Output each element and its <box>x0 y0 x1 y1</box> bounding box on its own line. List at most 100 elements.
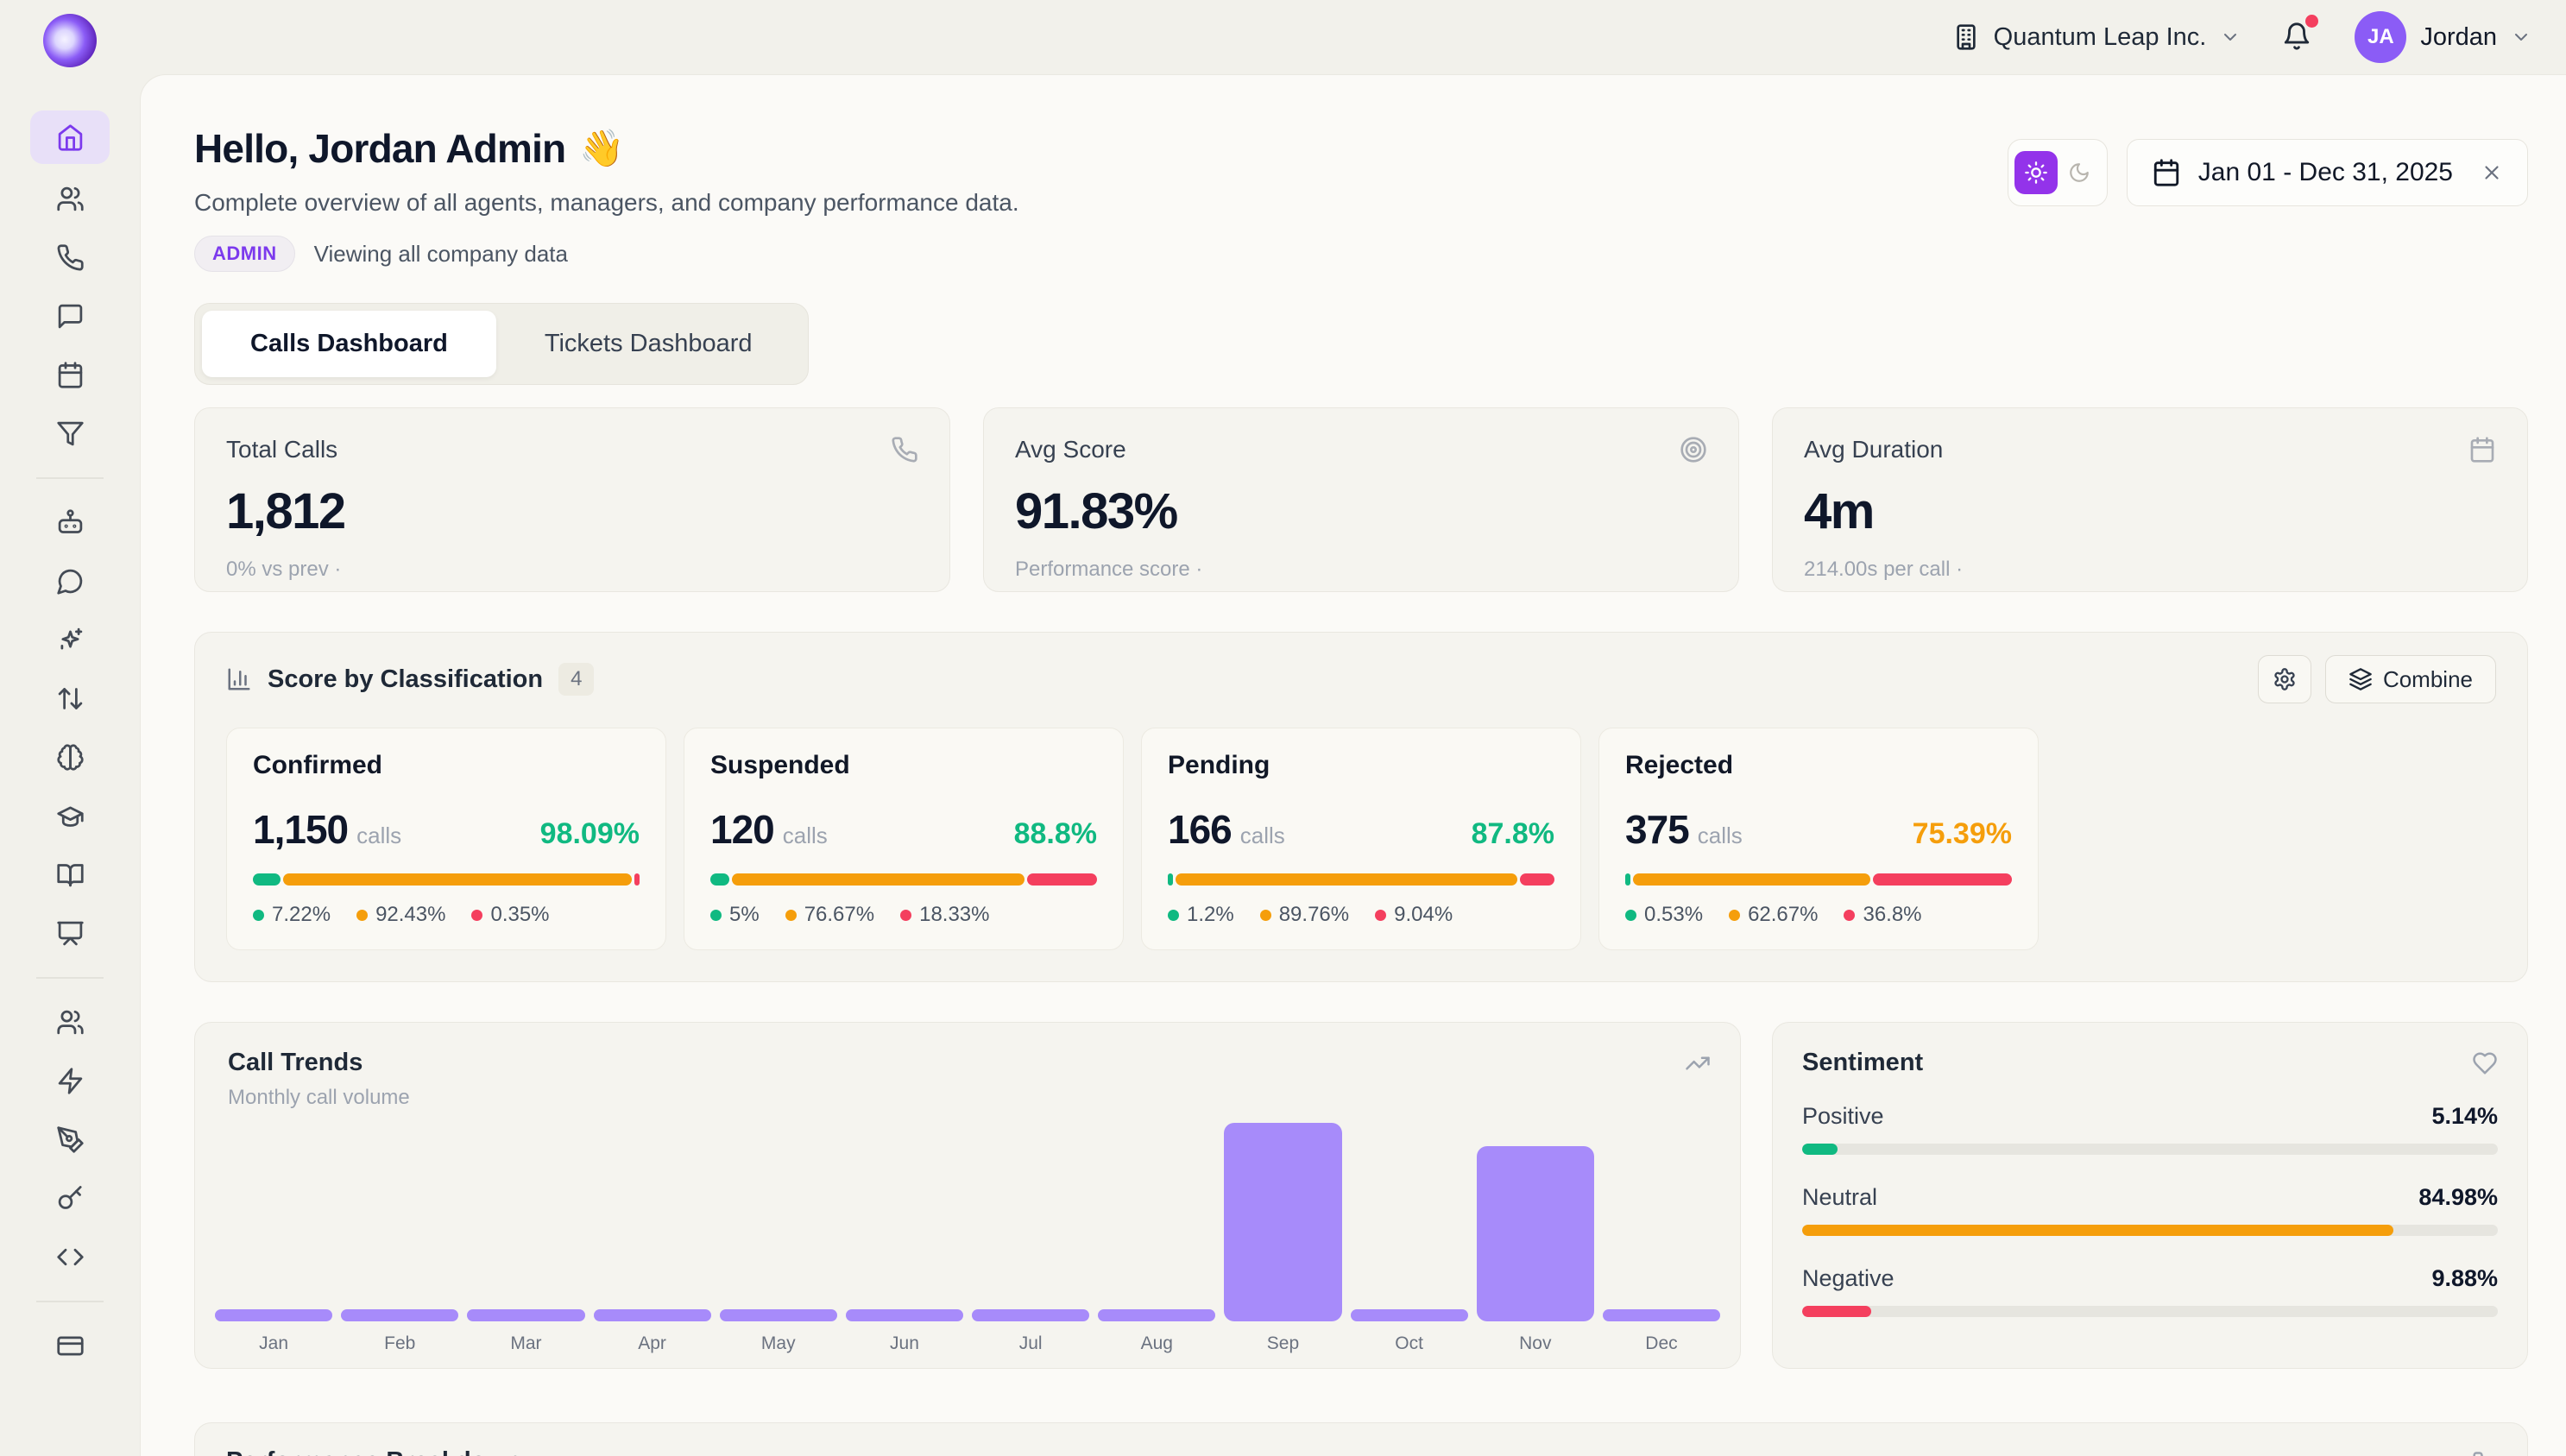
sidebar-item-message-square[interactable] <box>45 293 95 340</box>
bar-label: Nov <box>1519 1333 1551 1356</box>
segment-bar <box>710 873 1097 886</box>
segment-red <box>1520 873 1554 886</box>
chart-subtitle: Monthly call volume <box>228 1086 1707 1110</box>
bar-dec[interactable]: Dec <box>1598 1309 1724 1356</box>
filter-icon <box>56 419 85 448</box>
classification-card-pending[interactable]: Pending 166 calls 87.8% 1.2% 89.76% <box>1141 728 1581 950</box>
sidebar-item-home[interactable] <box>30 110 110 164</box>
app-logo[interactable] <box>43 14 97 67</box>
score-by-classification-section: Score by Classification 4 Combine Confir… <box>194 632 2528 982</box>
sentiment-label: Negative <box>1802 1265 1895 1292</box>
combine-button[interactable]: Combine <box>2325 655 2496 703</box>
sidebar-item-brain[interactable] <box>45 734 95 781</box>
bar-rect <box>1098 1309 1215 1321</box>
user-menu[interactable]: JA Jordan <box>2355 11 2531 63</box>
arrow-up-down-icon <box>56 684 85 713</box>
sidebar-divider <box>36 477 104 479</box>
sidebar-item-arrow-up-down[interactable] <box>45 675 95 722</box>
stat-note: 214.00s per call · <box>1804 558 2496 582</box>
chevron-down-icon <box>2511 27 2531 47</box>
count-badge: 4 <box>558 663 594 696</box>
performance-breakdown-section: Performance Breakdown Total Calls Active… <box>194 1422 2528 1456</box>
classification-card-suspended[interactable]: Suspended 120 calls 88.8% 5% 76.67% <box>684 728 1124 950</box>
bar-oct[interactable]: Oct <box>1346 1309 1472 1356</box>
light-mode-button[interactable] <box>2014 151 2058 194</box>
sidebar-item-users[interactable] <box>45 175 95 223</box>
chart-title: Call Trends <box>228 1049 1707 1077</box>
classification-name: Rejected <box>1625 751 2012 780</box>
bar-apr[interactable]: Apr <box>589 1309 716 1356</box>
classification-name: Pending <box>1168 751 1554 780</box>
score-percent: 88.8% <box>1014 817 1097 851</box>
segment-orange <box>1633 873 1870 886</box>
sidebar-item-credit-card[interactable] <box>45 1322 95 1370</box>
sidebar-item-graduation-cap[interactable] <box>45 792 95 840</box>
credit-card-icon <box>56 1332 85 1360</box>
stats-row: Total Calls 1,812 0% vs prev · Avg Score… <box>194 407 2528 592</box>
sidebar-item-pen-tool[interactable] <box>45 1116 95 1163</box>
stat-value: 1,812 <box>226 482 918 540</box>
stat-note: Performance score · <box>1015 558 1707 582</box>
sidebar-item-users[interactable] <box>45 999 95 1046</box>
sentiment-value: 84.98% <box>2418 1184 2498 1211</box>
stat-card-avg-duration: Avg Duration 4m 214.00s per call · <box>1772 407 2528 592</box>
bar-label: Oct <box>1395 1333 1423 1356</box>
classification-card-rejected[interactable]: Rejected 375 calls 75.39% 0.53% 62.67% <box>1598 728 2039 950</box>
legend-value: 92.43% <box>375 903 445 927</box>
message-square-icon <box>56 302 85 331</box>
clear-date-icon[interactable] <box>2481 161 2503 184</box>
notifications-button[interactable] <box>2282 22 2313 53</box>
progress-track <box>1802 1306 2498 1317</box>
sidebar-item-presentation[interactable] <box>45 910 95 957</box>
sidebar-item-key[interactable] <box>45 1175 95 1222</box>
sidebar-item-sparkles[interactable] <box>45 616 95 664</box>
calendar-icon <box>2468 436 2496 463</box>
sidebar-item-code[interactable] <box>45 1233 95 1281</box>
date-range-picker[interactable]: Jan 01 - Dec 31, 2025 <box>2127 139 2528 206</box>
sidebar-item-message-circle[interactable] <box>45 558 95 605</box>
company-selector[interactable]: Quantum Leap Inc. <box>1952 23 2241 52</box>
bar-jul[interactable]: Jul <box>968 1309 1094 1356</box>
bar-feb[interactable]: Feb <box>337 1309 463 1356</box>
settings-button[interactable] <box>2258 655 2311 703</box>
theme-toggle[interactable] <box>2008 139 2108 206</box>
bar-mar[interactable]: Mar <box>463 1309 589 1356</box>
sentiment-title: Sentiment <box>1802 1049 2498 1077</box>
sidebar-item-calendar[interactable] <box>45 351 95 399</box>
bar-jun[interactable]: Jun <box>842 1309 968 1356</box>
bar-rect <box>1603 1309 1720 1321</box>
bar-sep[interactable]: Sep <box>1220 1123 1346 1356</box>
wave-emoji: 👋 <box>579 128 624 170</box>
bar-nov[interactable]: Nov <box>1472 1146 1598 1356</box>
sidebar-item-bot[interactable] <box>45 499 95 546</box>
pen-tool-icon <box>56 1125 85 1154</box>
dark-mode-button[interactable] <box>2058 151 2101 194</box>
calls-suffix: calls <box>1698 823 1743 849</box>
bar-rect <box>1351 1309 1468 1321</box>
sidebar-item-phone[interactable] <box>45 234 95 281</box>
sidebar-item-zap[interactable] <box>45 1057 95 1105</box>
bar-rect <box>341 1309 458 1321</box>
segment-bar <box>1625 873 2012 886</box>
classification-card-confirmed[interactable]: Confirmed 1,150 calls 98.09% 7.22% 92.43… <box>226 728 666 950</box>
gear-icon <box>2273 667 2297 691</box>
building-icon <box>1952 23 1980 51</box>
legend-value: 89.76% <box>1279 903 1349 927</box>
calls-suffix: calls <box>783 823 828 849</box>
calendar-icon <box>2152 158 2181 187</box>
segment-orange <box>283 873 632 886</box>
section-title: Score by Classification <box>268 665 543 694</box>
bar-aug[interactable]: Aug <box>1094 1309 1220 1356</box>
bar-may[interactable]: May <box>716 1309 842 1356</box>
tab-calls-dashboard[interactable]: Calls Dashboard <box>202 311 496 377</box>
red-dot <box>471 910 482 921</box>
orange-dot <box>1729 910 1740 921</box>
page-subtitle: Complete overview of all agents, manager… <box>194 189 1019 217</box>
tab-tickets-dashboard[interactable]: Tickets Dashboard <box>496 311 801 377</box>
legend-value: 5% <box>729 903 760 927</box>
stat-card-avg-score: Avg Score 91.83% Performance score · <box>983 407 1739 592</box>
sidebar-item-book-open[interactable] <box>45 851 95 898</box>
bar-rect <box>467 1309 584 1321</box>
bar-jan[interactable]: Jan <box>211 1309 337 1356</box>
sidebar-item-filter[interactable] <box>45 410 95 457</box>
